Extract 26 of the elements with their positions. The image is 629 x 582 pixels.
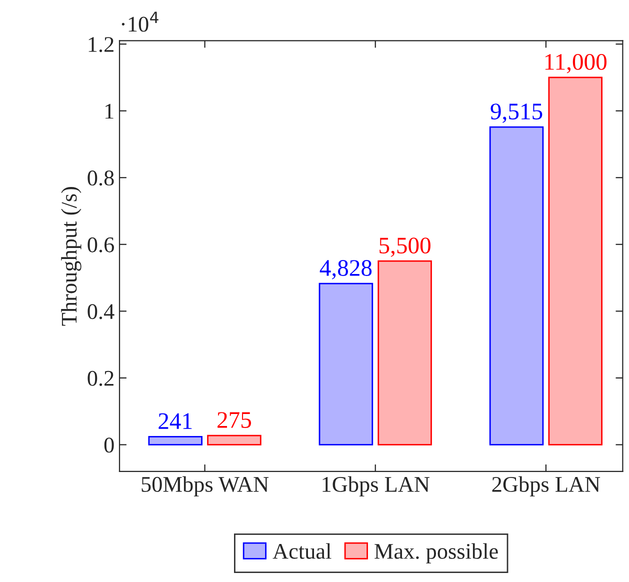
annotation: 11,000: [545, 54, 606, 74]
annotation: 9,515: [490, 104, 542, 123]
y-tick-label: 0.2: [88, 370, 114, 386]
annotation: 241: [158, 413, 192, 429]
x-tick-label: 1Gbps LAN: [322, 476, 430, 496]
bar: [489, 126, 544, 446]
y-tick-label: 0.4: [88, 304, 114, 320]
y-tick-label: 0.6: [88, 237, 114, 252]
y-tick-label: 0: [104, 438, 114, 453]
y-tick-label: 0.8: [88, 170, 114, 186]
bar: [548, 76, 603, 446]
legend-label: Actual: [272, 543, 332, 559]
y-tick-label: 1: [105, 104, 114, 119]
x-tick-label: 2Gbps LAN: [492, 476, 600, 496]
bar: [207, 434, 262, 446]
annotation: 4,828: [320, 260, 372, 280]
text: ·10$^{4}$: [122, 12, 158, 32]
bar: [318, 282, 374, 446]
x-tick-label: 50Mbps WAN: [142, 476, 269, 496]
legend-label: Max. possible: [374, 543, 498, 564]
bar: [148, 436, 203, 446]
annotation: 5,500: [380, 238, 430, 257]
y-axis-title: Throughput (/s): [61, 187, 82, 326]
y-tick-label: 1.2: [88, 37, 114, 52]
bar: [378, 260, 432, 446]
annotation: 275: [218, 412, 252, 428]
